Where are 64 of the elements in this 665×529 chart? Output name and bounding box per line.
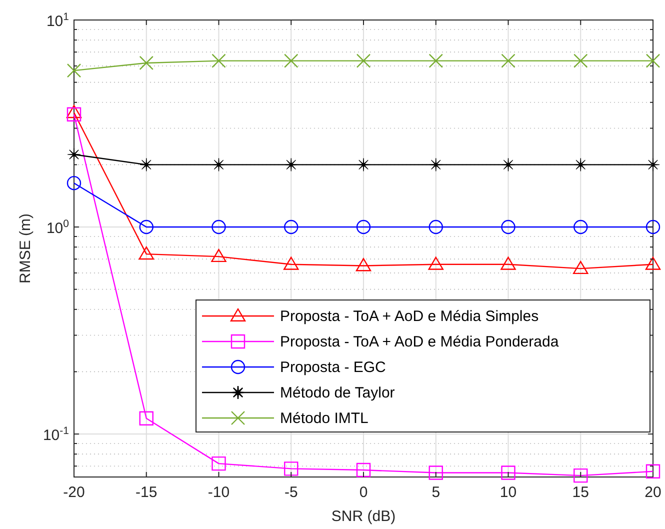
legend-label: Método de Taylor — [280, 384, 395, 402]
x-tick-label: 0 — [359, 484, 368, 501]
point — [356, 220, 371, 234]
y-tick-label: 10$^{0}$ — [46, 218, 70, 238]
point — [284, 256, 299, 270]
point — [500, 256, 516, 270]
point — [66, 63, 82, 78]
point — [356, 158, 370, 172]
point — [574, 468, 588, 483]
point — [501, 220, 516, 234]
point — [67, 148, 81, 162]
legend-label: Proposta - ToA + AoD e Média Ponderada — [280, 334, 560, 350]
y-axis-title: RMSE (m) — [17, 214, 34, 284]
point — [574, 158, 588, 172]
point — [140, 158, 154, 172]
legend-label: Método IMTL — [280, 410, 368, 427]
point — [212, 220, 226, 234]
point — [646, 220, 660, 234]
x-tick-label: -10 — [208, 484, 230, 501]
point — [645, 256, 661, 270]
legend-label: Proposta - EGC — [280, 359, 386, 376]
point — [574, 220, 588, 234]
x-tick-label: -15 — [136, 484, 158, 501]
point — [646, 158, 660, 172]
legend-label: Proposta - ToA + AoD e Média Simples — [280, 308, 539, 325]
point — [428, 256, 444, 270]
point — [356, 54, 371, 68]
point — [211, 248, 226, 262]
point — [646, 54, 660, 68]
x-tick-label: 10 — [500, 484, 517, 501]
point — [212, 158, 226, 172]
point — [428, 220, 443, 234]
point — [66, 107, 82, 122]
point — [501, 466, 516, 480]
point — [574, 54, 588, 68]
point — [284, 158, 298, 172]
x-tick-label: 5 — [432, 484, 440, 501]
point — [138, 246, 154, 260]
point — [139, 411, 154, 426]
point — [284, 54, 298, 68]
point — [212, 456, 226, 471]
point — [66, 105, 82, 118]
point — [573, 260, 588, 274]
x-tick-label: 15 — [572, 484, 589, 501]
point — [428, 54, 443, 68]
y-tick-label: 10$^{-1}$ — [42, 425, 70, 444]
point — [139, 56, 154, 70]
point — [66, 176, 82, 190]
point — [356, 258, 372, 272]
point — [428, 466, 443, 480]
point — [212, 54, 226, 68]
point — [284, 462, 298, 476]
point — [139, 220, 154, 234]
x-tick-label: -5 — [284, 484, 298, 501]
x-axis-title: SNR (dB) — [331, 508, 396, 525]
point — [429, 158, 443, 172]
point — [501, 54, 516, 68]
point — [284, 220, 298, 234]
y-tick-label: 10$^{1}$ — [46, 11, 70, 30]
point — [646, 464, 660, 478]
x-tick-label: -20 — [63, 484, 85, 501]
x-tick-label: 20 — [644, 484, 662, 501]
point — [501, 158, 516, 172]
point — [356, 462, 371, 478]
